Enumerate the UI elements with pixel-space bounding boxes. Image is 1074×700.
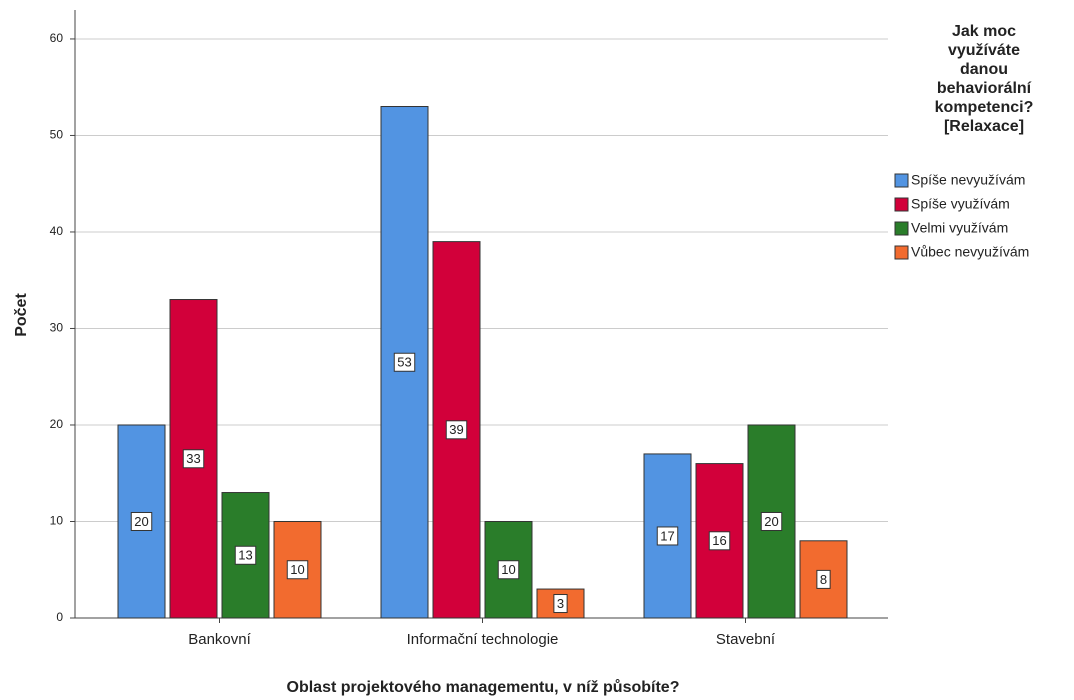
data-label: 17 [660,528,674,543]
legend-swatch [894,197,909,212]
legend-label: Vůbec nevyužívám [911,244,1029,260]
y-tick-label: 10 [50,514,64,528]
data-label-box [393,352,416,372]
data-label: 10 [501,562,515,577]
data-label: 8 [820,572,827,587]
legend-swatch [894,245,909,260]
data-label-box [656,526,679,546]
legend-label: Spíše využívám [911,196,1010,212]
data-label: 10 [290,562,304,577]
data-label-box [760,511,783,531]
x-tick-label: Stavební [716,631,776,648]
data-label: 20 [764,514,778,529]
y-axis-label: Počet [13,293,30,337]
x-tick-label: Bankovní [188,631,251,648]
y-tick-label: 40 [50,224,64,238]
y-tick-label: 20 [50,417,64,431]
data-label-box [286,560,309,580]
data-label-box [816,569,831,589]
data-label-box [553,594,568,614]
data-label-box [497,560,520,580]
legend-swatch [894,173,909,188]
data-label: 16 [712,533,726,548]
data-label-box [234,545,257,565]
y-tick-label: 60 [50,31,64,45]
data-label-box [130,511,153,531]
data-label: 3 [557,596,564,611]
data-label: 20 [134,514,148,529]
data-label-box [182,449,205,469]
data-label: 33 [186,451,200,466]
y-tick-label: 50 [50,128,64,142]
data-label-box [708,531,731,551]
legend-title: Jak moc využíváte danou behaviorální kom… [934,23,1034,135]
bar [380,106,429,619]
data-label: 53 [397,355,411,370]
legend-label: Velmi využívám [911,220,1008,236]
x-axis-label: Oblast projektového managementu, v níž p… [287,679,680,696]
data-label-box [445,420,468,440]
y-tick-label: 0 [56,610,63,624]
y-tick-label: 30 [50,321,64,335]
x-tick-label: Informační technologie [407,631,559,648]
data-label: 13 [238,548,252,563]
legend-swatch [894,221,909,236]
legend-label: Spíše nevyužívám [911,172,1025,188]
data-label: 39 [449,422,463,437]
